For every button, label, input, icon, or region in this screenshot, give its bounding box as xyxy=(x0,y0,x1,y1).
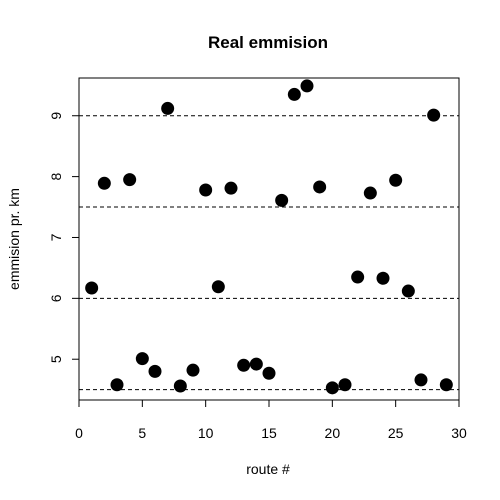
data-point xyxy=(376,271,390,285)
data-point xyxy=(110,378,124,392)
data-point xyxy=(123,173,137,187)
data-point xyxy=(161,101,175,115)
data-point xyxy=(300,79,314,93)
x-tick-label: 30 xyxy=(451,425,467,441)
x-tick-label: 10 xyxy=(198,425,214,441)
data-point xyxy=(338,378,352,392)
y-tick-label: 9 xyxy=(48,112,64,120)
x-tick-label: 15 xyxy=(261,425,277,441)
data-points xyxy=(85,79,453,395)
data-point xyxy=(249,357,263,371)
y-tick-label: 8 xyxy=(48,173,64,181)
data-point xyxy=(287,87,301,101)
data-point xyxy=(224,181,238,195)
chart-title: Real emmision xyxy=(208,33,328,52)
data-point xyxy=(363,186,377,200)
data-point xyxy=(427,108,441,122)
data-point xyxy=(97,176,111,190)
x-axis: 0 5 10 15 20 25 30 xyxy=(75,399,467,441)
y-axis: 5 6 7 8 9 xyxy=(48,112,80,363)
y-tick-label: 5 xyxy=(48,355,64,363)
x-tick-label: 0 xyxy=(75,425,83,441)
data-point xyxy=(351,270,365,284)
x-tick-label: 20 xyxy=(325,425,341,441)
data-point xyxy=(439,378,453,392)
y-tick-label: 6 xyxy=(48,294,64,302)
data-point xyxy=(237,358,251,372)
y-tick-label: 7 xyxy=(48,233,64,241)
data-point xyxy=(211,280,225,294)
data-point xyxy=(262,366,276,380)
data-point xyxy=(414,373,428,387)
plot-frame xyxy=(78,77,460,401)
data-point xyxy=(186,363,200,377)
x-axis-label: route # xyxy=(246,461,290,477)
data-point xyxy=(389,173,403,187)
data-point xyxy=(135,352,149,366)
data-point xyxy=(275,193,289,207)
x-tick-label: 25 xyxy=(388,425,404,441)
reference-lines xyxy=(79,115,459,391)
data-point xyxy=(85,281,99,295)
data-point xyxy=(313,180,327,194)
data-point xyxy=(325,381,339,395)
data-point xyxy=(199,183,213,197)
y-axis-label: emmision pr. km xyxy=(6,188,22,290)
x-tick-label: 5 xyxy=(138,425,146,441)
data-point xyxy=(173,379,187,393)
data-point xyxy=(401,284,415,298)
data-point xyxy=(148,364,162,378)
